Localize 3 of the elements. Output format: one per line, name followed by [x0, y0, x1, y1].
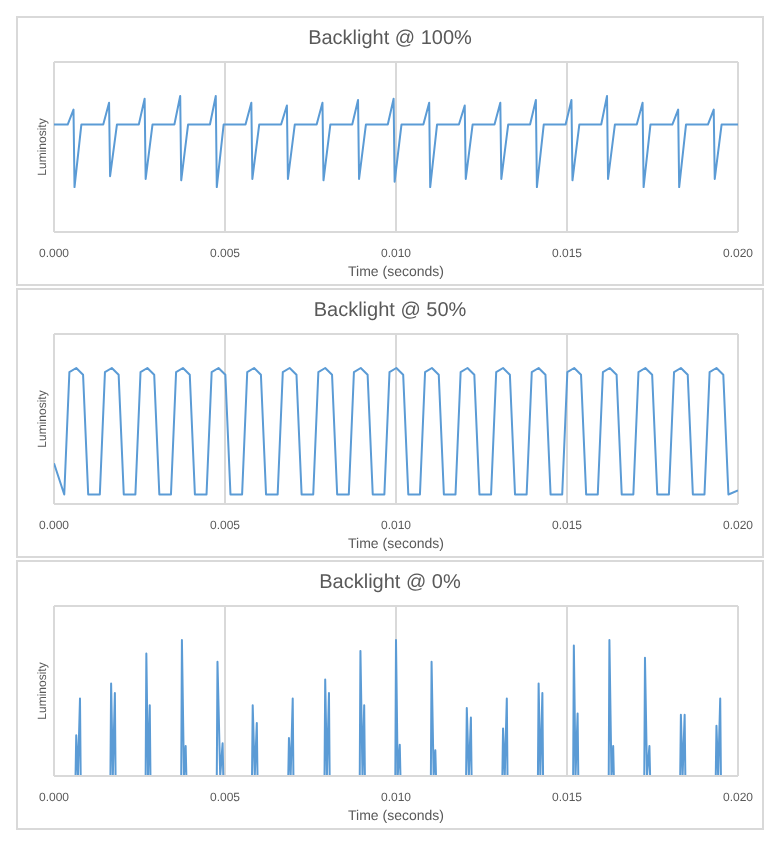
- chart-title: Backlight @ 50%: [311, 300, 469, 322]
- chart-title: Backlight @ 0%: [317, 572, 463, 594]
- chart-title: Backlight @ 100%: [306, 28, 474, 50]
